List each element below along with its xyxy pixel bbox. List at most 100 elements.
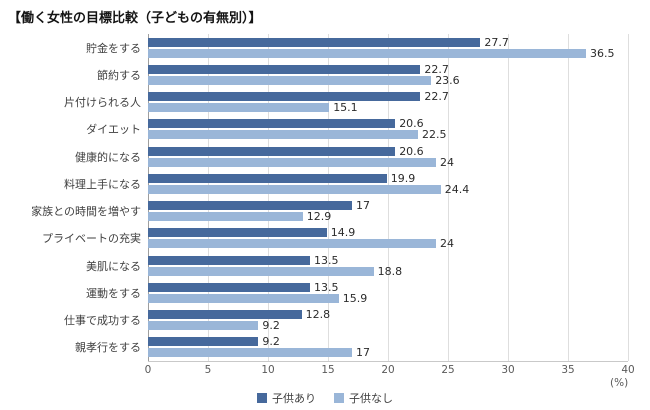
category-label: 節約する [97, 68, 141, 82]
bar-group: 13.5 15.9 [148, 280, 628, 305]
bar-line: 24.4 [148, 182, 628, 196]
bar-子供あり [148, 201, 352, 211]
bar-line: 20.6 [148, 117, 628, 131]
value-label: 24.4 [444, 182, 470, 196]
legend: 子供あり 子供なし [0, 390, 650, 406]
bar-line: 23.6 [148, 73, 628, 87]
category-label: 美肌になる [86, 259, 141, 273]
value-label: 13.5 [314, 280, 339, 294]
gridline [268, 34, 269, 361]
bar-子供なし [148, 157, 436, 167]
chart-title: 【働く女性の目標比較（子どもの有無別）】 [8, 11, 262, 26]
bar-子供あり [148, 173, 387, 183]
category-label: 親孝行をする [75, 341, 141, 355]
chart-row: 美肌になる 13.5 18.8 [10, 252, 628, 279]
bar-line: 9.2 [148, 319, 628, 333]
bar-子供なし [148, 212, 303, 222]
chart-row: ダイエット 20.6 22.5 [10, 116, 628, 143]
value-label: 14.9 [330, 226, 356, 240]
chart-row: 節約する 22.7 23.6 [10, 61, 628, 88]
value-label: 19.9 [390, 171, 416, 185]
bar-line: 20.6 [148, 144, 628, 158]
legend-item: 子供なし [334, 390, 393, 406]
value-label: 13.5 [314, 253, 339, 267]
bar-line: 13.5 [148, 253, 628, 267]
value-label: 17 [356, 199, 370, 213]
bar-group: 22.7 15.1 [148, 90, 628, 115]
bar-line: 22.7 [148, 63, 628, 76]
chart-row: 片付けられる人 22.7 15.1 [10, 89, 628, 116]
bar-line: 12.9 [148, 210, 628, 224]
value-label: 23.6 [435, 73, 460, 87]
bar-line: 13.5 [148, 280, 628, 294]
chart-row: 運動をする 13.5 15.9 [10, 279, 628, 306]
value-label: 36.5 [590, 46, 615, 60]
x-tick-label: 15 [321, 364, 335, 376]
bar-group: 20.6 22.5 [148, 117, 628, 142]
value-label: 24 [440, 237, 454, 251]
bar-group: 19.9 24.4 [148, 171, 628, 196]
bar-line: 15.1 [148, 101, 628, 115]
bar-子供なし [148, 48, 586, 58]
x-tick-label: 0 [144, 364, 152, 376]
value-label: 12.9 [306, 210, 332, 224]
x-tick-label: 20 [381, 364, 395, 376]
x-axis: 0 5 10 15 20 25 30 35 40 [144, 364, 635, 378]
x-tick-label: 40 [621, 364, 635, 376]
value-label: 9.2 [262, 319, 280, 333]
gridline [568, 34, 569, 361]
x-tick-label: 30 [501, 364, 515, 376]
category-label: プライベートの充実 [42, 232, 141, 246]
bar-子供あり [148, 146, 396, 156]
value-label: 27.7 [484, 35, 509, 49]
x-axis-unit-label: (%) [610, 377, 629, 389]
bar-line: 19.9 [148, 171, 628, 185]
bar-子供なし [148, 293, 339, 303]
chart-row: 料理上手になる 19.9 24.4 [10, 170, 628, 197]
bar-group: 17 12.9 [148, 199, 628, 224]
value-label: 20.6 [399, 117, 424, 131]
value-label: 18.8 [377, 264, 403, 278]
value-label: 20.6 [399, 144, 424, 158]
gridline [628, 34, 629, 361]
bar-line: 14.9 [148, 226, 628, 240]
gridline [448, 34, 449, 361]
bar-line: 22.5 [148, 128, 628, 142]
value-label: 9.2 [262, 335, 280, 349]
legend-swatch [257, 393, 267, 403]
bar-子供なし [148, 348, 352, 358]
legend-label: 子供あり [272, 392, 316, 405]
bar-line: 27.7 [148, 35, 628, 49]
bar-子供あり [148, 310, 302, 320]
value-label: 22.5 [422, 128, 447, 142]
chart-rows: 貯金をする 27.7 36.5 節約する 22.7 23.6 片付けられる人 22.7 15.1… [10, 34, 628, 361]
value-label: 15.1 [333, 101, 358, 115]
bar-子供なし [148, 130, 418, 140]
legend-swatch [334, 393, 344, 403]
bar-group: 27.7 36.5 [148, 35, 628, 60]
bar-group: 13.5 18.8 [148, 253, 628, 278]
bar-line: 12.8 [148, 308, 628, 322]
bar-子供あり [148, 337, 259, 347]
category-label: 運動をする [86, 286, 141, 300]
value-label: 12.8 [305, 308, 331, 322]
category-label: ダイエット [86, 123, 141, 137]
bar-line: 9.2 [148, 335, 628, 349]
bar-group: 12.8 9.2 [148, 308, 628, 333]
x-tick-label: 25 [441, 364, 455, 376]
gridline [208, 34, 209, 361]
bar-子供なし [148, 75, 432, 85]
bar-子供なし [148, 239, 436, 249]
value-label: 24 [440, 155, 454, 169]
bar-子供あり [148, 37, 481, 47]
bar-子供あり [148, 282, 310, 292]
category-label: 片付けられる人 [64, 96, 141, 110]
bar-group: 9.2 17 [148, 335, 628, 359]
chart-row: 家族との時間を増やす 17 12.9 [10, 198, 628, 225]
y-axis-line [148, 34, 149, 361]
bar-子供なし [148, 103, 330, 113]
chart-row: プライベートの充実 14.9 24 [10, 225, 628, 252]
chart-row: 親孝行をする 9.2 17 [10, 334, 628, 361]
gridline [328, 34, 329, 361]
